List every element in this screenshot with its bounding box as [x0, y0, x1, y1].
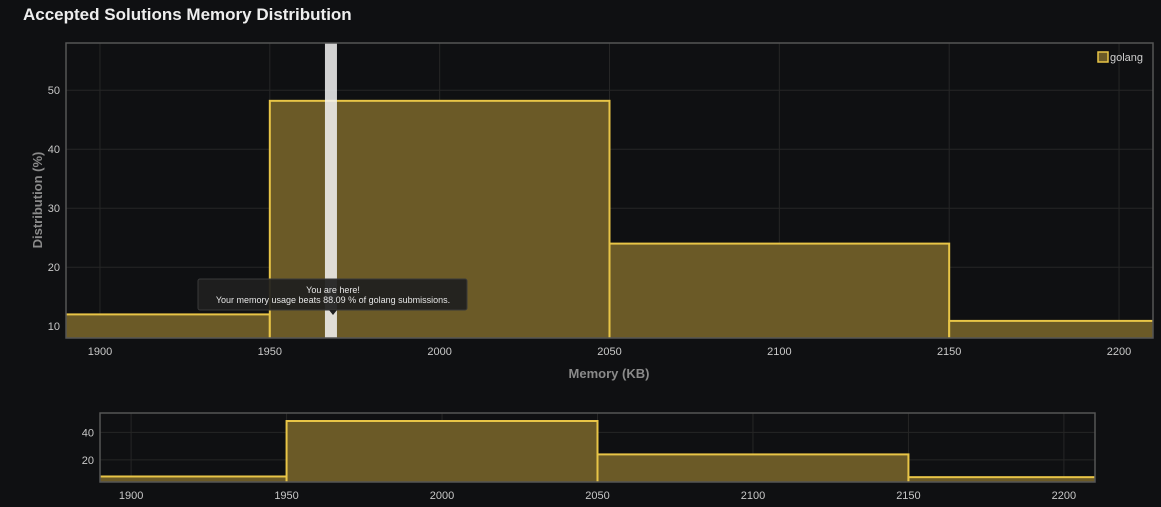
main-bars: [66, 99, 1161, 342]
navigator-histogram-bar[interactable]: [285, 420, 599, 486]
main-plot[interactable]: 1900 1950 2000 2050 2100 2150 2200 1020304050 …: [0, 42, 1161, 381]
main-x-tick-label: 2200: [1107, 346, 1131, 358]
navigator-x-tick-labels: 1900 1950 2000 2050 2100 2150 2200: [119, 490, 1076, 502]
main-x-tick-label: 2150: [937, 346, 961, 358]
main-y-tick-label: 20: [48, 262, 60, 274]
navigator-x-tick-label: 2150: [896, 490, 920, 502]
main-y-tick-label: 40: [48, 144, 60, 156]
y-axis-title: Distribution (%): [30, 152, 45, 249]
page-title: Accepted Solutions Memory Distribution: [23, 5, 352, 24]
tooltip-line-1: You are here!: [306, 285, 360, 295]
legend[interactable]: golang: [1097, 51, 1143, 64]
main-x-tick-label: 2000: [427, 346, 451, 358]
navigator-bars: [0, 420, 1095, 486]
legend-label: golang: [1110, 52, 1143, 64]
you-are-here-marker[interactable]: [324, 43, 337, 338]
navigator-x-tick-label: 2050: [585, 490, 609, 502]
navigator-histogram-bar[interactable]: [596, 453, 910, 486]
tooltip-line-2: Your memory usage beats 88.09 % of golan…: [216, 295, 450, 305]
main-plot-frame: [65, 42, 1154, 339]
navigator-x-tick-label: 2200: [1052, 490, 1076, 502]
main-y-tick-label: 30: [48, 203, 60, 215]
navigator-x-tick-label: 1950: [274, 490, 298, 502]
navigator-x-tick-label: 2100: [741, 490, 765, 502]
main-x-tick-label: 1950: [258, 346, 282, 358]
main-x-tick-label: 2050: [597, 346, 621, 358]
navigator-y-tick-label: 40: [82, 427, 94, 439]
main-histogram-bar[interactable]: [948, 319, 1161, 342]
x-axis-title: Memory (KB): [569, 366, 650, 381]
navigator-histogram-bar[interactable]: [0, 475, 288, 486]
main-x-tick-labels: 1900 1950 2000 2050 2100 2150 2200: [88, 346, 1132, 358]
navigator-x-tick-label: 2000: [430, 490, 454, 502]
navigator-y-tick-label: 20: [82, 455, 94, 467]
navigator-x-tick-label: 1900: [119, 490, 143, 502]
main-y-tick-label: 50: [48, 85, 60, 97]
main-x-tick-label: 1900: [88, 346, 112, 358]
tooltip-pointer: [329, 310, 337, 315]
main-x-tick-label: 2100: [767, 346, 791, 358]
main-histogram-bar[interactable]: [608, 242, 951, 342]
main-y-tick-label: 10: [48, 321, 60, 333]
main-y-tick-labels: 10 20 30 40 50: [48, 85, 60, 333]
tooltip: You are here! Your memory usage beats 88…: [197, 278, 468, 315]
navigator-frame: [99, 412, 1096, 483]
legend-swatch: [1097, 51, 1109, 63]
